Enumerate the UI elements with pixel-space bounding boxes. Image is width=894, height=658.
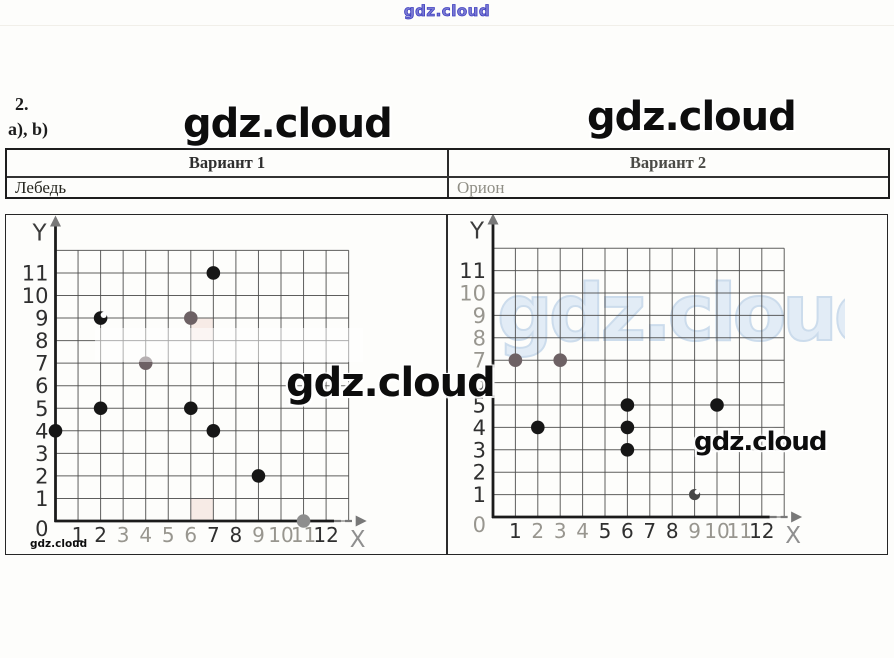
y-tick-label: 9: [35, 307, 48, 331]
table-header-variant2: Вариант 2: [629, 153, 707, 172]
x-tick-label: 9: [688, 519, 701, 543]
x-tick-label: 1: [509, 519, 522, 543]
grids-container-box: [5, 214, 888, 555]
data-point: [48, 424, 63, 438]
y-axis-label: Y: [469, 218, 485, 244]
y-tick-label: 6: [35, 374, 48, 398]
watermark-lightblue-ghost: gdz.cloud: [497, 268, 845, 360]
x-tick-label: 5: [162, 523, 175, 547]
y-tick-label: 0: [473, 513, 486, 537]
problem-number: 2.: [15, 94, 29, 114]
data-point: [620, 443, 635, 457]
x-tick-label: 7: [207, 523, 220, 547]
variants-table: Вариант 1 Вариант 2 Лебедь Орион: [5, 148, 890, 199]
y-tick-label: 1: [35, 487, 48, 511]
x-axis-arrow: [355, 515, 367, 527]
data-point: [206, 266, 221, 280]
data-point: [93, 401, 108, 416]
y-tick-label: 11: [459, 259, 486, 283]
y-axis-label: Y: [31, 220, 47, 246]
page-top-strip: gdz.cloud: [0, 0, 894, 26]
x-tick-label: 6: [184, 523, 197, 547]
y-tick-label: 10: [459, 282, 486, 306]
data-point: [710, 398, 724, 412]
x-tick-label: 11: [727, 519, 752, 543]
problem-parts: a), b): [8, 119, 48, 139]
watermark-top: gdz.cloud: [403, 2, 491, 21]
x-tick-label: 2: [94, 523, 107, 547]
table-header-variant1: Вариант 1: [188, 153, 266, 172]
grids-column-divider: [446, 215, 448, 554]
x-tick-label: 6: [621, 519, 634, 543]
table-row-divider: [7, 176, 888, 178]
y-tick-label: 9: [473, 304, 486, 328]
watermark-large-right: gdz.cloud: [587, 94, 797, 140]
data-point-notch: [100, 311, 107, 318]
watermark-bottom-small: gdz.cloud: [30, 538, 88, 550]
x-tick-label: 3: [117, 523, 130, 547]
watermark-large-left: gdz.cloud: [183, 101, 393, 147]
y-tick-label: 6: [473, 371, 486, 395]
x-tick-label: 8: [666, 519, 679, 543]
x-tick-label: 12: [313, 523, 338, 547]
x-tick-label: 10: [268, 523, 293, 547]
y-tick-label: 7: [35, 352, 48, 376]
x-tick-label: 2: [531, 519, 544, 543]
constellation-label-swan: Лебедь: [15, 178, 67, 197]
y-axis-arrow: [50, 215, 61, 227]
x-tick-label: 1: [72, 523, 85, 547]
x-tick-label: 12: [749, 519, 774, 543]
data-point: [620, 398, 635, 412]
y-tick-label: 2: [35, 464, 48, 488]
x-tick-label: 3: [554, 519, 567, 543]
y-tick-label: 7: [473, 349, 486, 373]
data-point: [620, 420, 635, 435]
y-tick-label: 10: [22, 284, 49, 308]
y-tick-label: 5: [473, 394, 486, 418]
x-axis-label: X: [785, 523, 801, 549]
scan-faded-band: [95, 328, 363, 362]
data-point: [206, 424, 221, 438]
x-axis-label: X: [350, 527, 366, 553]
data-point: [531, 420, 545, 435]
constellation-label-orion: Орион: [457, 178, 505, 197]
data-point: [251, 469, 266, 483]
y-tick-label: 8: [35, 329, 48, 353]
x-tick-label: 8: [230, 523, 243, 547]
data-point: [184, 401, 198, 416]
y-tick-label: 4: [35, 419, 48, 443]
data-point: [508, 353, 523, 367]
y-axis-arrow: [487, 214, 499, 225]
scan-artifact-cell: [190, 498, 214, 521]
table-column-divider: [447, 150, 449, 197]
watermark-grid2: gdz.cloud: [694, 427, 828, 457]
data-point-notch: [694, 489, 700, 495]
watermark-center: gdz.cloud: [286, 360, 496, 406]
x-axis-arrow: [791, 511, 803, 523]
y-tick-label: 11: [22, 261, 49, 285]
y-tick-label: 2: [473, 461, 486, 485]
data-point: [184, 311, 198, 325]
y-tick-label: 5: [35, 397, 48, 421]
y-tick-label: 1: [473, 483, 486, 507]
y-tick-label: 3: [35, 442, 48, 466]
data-point: [296, 514, 311, 528]
x-tick-label: 5: [599, 519, 612, 543]
y-tick-label: 0: [35, 517, 48, 541]
x-tick-label: 4: [576, 519, 589, 543]
x-tick-label: 4: [139, 523, 152, 547]
data-point: [553, 353, 567, 367]
x-tick-label: 9: [252, 523, 265, 547]
x-tick-label: 10: [704, 519, 729, 543]
y-tick-label: 3: [473, 438, 486, 462]
y-tick-label: 8: [473, 326, 486, 350]
y-tick-label: 4: [473, 416, 486, 440]
x-tick-label: 7: [643, 519, 656, 543]
